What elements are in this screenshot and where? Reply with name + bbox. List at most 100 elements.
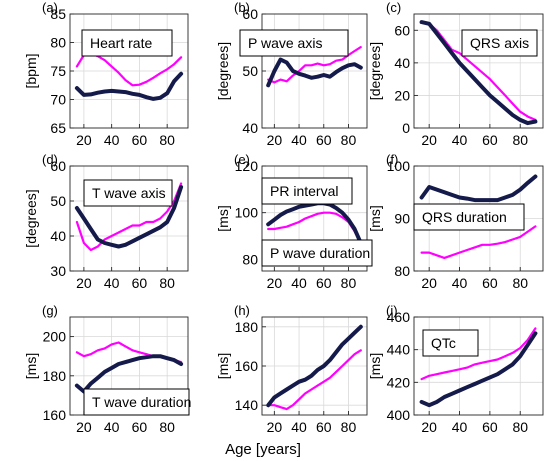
y-tick-label: 80 <box>242 251 258 267</box>
x-tick-label: 60 <box>482 419 498 435</box>
x-tick-label: 40 <box>291 419 307 435</box>
x-tick-label: 80 <box>512 275 528 291</box>
y-axis-label: [ms] <box>367 353 383 379</box>
series-line-dark <box>419 331 538 408</box>
y-tick-label: 440 <box>387 342 411 358</box>
x-tick-label: 80 <box>341 275 357 291</box>
x-tick-label: 80 <box>512 132 528 148</box>
series-line-dark <box>266 324 363 408</box>
y-tick-label: 80 <box>50 35 66 51</box>
annotation-box <box>261 239 373 267</box>
y-tick-label: 140 <box>235 397 259 413</box>
x-tick-label: 80 <box>159 132 175 148</box>
y-axis-label: [bpm] <box>23 53 39 88</box>
y-axis-label: [degrees] <box>215 42 231 100</box>
x-tick-label: 40 <box>104 275 120 291</box>
annotation-box <box>422 329 479 357</box>
y-tick-label: 420 <box>387 374 411 390</box>
y-tick-label: 100 <box>387 158 411 174</box>
y-axis-label: [ms] <box>23 353 39 379</box>
chart-panel: 20 40 60 80 80 100 120 [ms] (e) P wave duration <box>215 152 373 291</box>
series-line-dark <box>74 185 184 249</box>
axes-frame <box>413 316 544 416</box>
x-tick-label: 20 <box>421 132 437 148</box>
x-tick-label: 60 <box>132 419 148 435</box>
series-line-dark <box>74 354 184 394</box>
panel-label: (f) <box>386 152 398 167</box>
y-axis-label: [degrees] <box>367 42 383 100</box>
series-line-magenta <box>420 327 537 381</box>
x-tick-label: 40 <box>291 132 307 148</box>
x-tick-label: 20 <box>76 132 92 148</box>
panel-label: (i) <box>386 303 398 318</box>
y-tick-label: 0 <box>402 120 410 136</box>
chart-panel: 20 40 60 80 0 20 40 60 [degrees] (c) QRS axis <box>367 0 544 148</box>
y-tick-label: 60 <box>242 6 258 22</box>
annotation-label: QRS axis <box>470 35 529 51</box>
y-tick-label: 85 <box>50 6 66 22</box>
x-tick-label: 20 <box>421 419 437 435</box>
y-tick-label: 30 <box>50 263 66 279</box>
annotation-label: T wave duration <box>92 394 191 410</box>
y-tick-label: 40 <box>394 55 410 71</box>
chart-panel: 20 40 60 80 140 160 180 [ms] (h) PR interval <box>215 177 368 435</box>
x-tick-label: 40 <box>104 132 120 148</box>
panel-label: (c) <box>386 0 401 15</box>
y-axis-label: [ms] <box>215 205 231 231</box>
chart-panel: 20 40 60 80 160 180 200[ms] (g) T wave duration <box>23 303 191 435</box>
annotation-label: P wave duration <box>270 245 370 261</box>
y-tick-label: 20 <box>394 87 410 103</box>
panel-label: (b) <box>234 0 250 15</box>
annotation-box <box>261 177 353 205</box>
y-tick-label: 180 <box>235 319 259 335</box>
x-tick-label: 60 <box>482 275 498 291</box>
annotation-box <box>83 388 190 416</box>
x-tick-label: 40 <box>452 419 468 435</box>
y-tick-label: 400 <box>387 407 411 423</box>
chart-panel: 20 40 60 80 40 50 60 [degrees] (b) P wave axis <box>215 0 368 148</box>
annotation-box <box>413 203 525 231</box>
annotation-label: Heart rate <box>90 35 152 51</box>
annotation-label: T wave axis <box>92 185 166 201</box>
chart-panel: 20 40 60 80 80 90 100 [ms] (f) QRS duration <box>367 152 544 291</box>
y-tick-label: 40 <box>50 228 66 244</box>
y-tick-label: 50 <box>50 193 66 209</box>
y-tick-label: 460 <box>387 309 411 325</box>
y-tick-label: 100 <box>235 205 259 221</box>
panel-label: (a) <box>42 0 58 15</box>
series-line-dark <box>419 174 538 203</box>
x-tick-label: 20 <box>76 275 92 291</box>
y-axis-label: [ms] <box>215 353 231 379</box>
x-tick-label: 80 <box>512 419 528 435</box>
panel-label: (e) <box>234 152 250 167</box>
y-tick-label: 80 <box>394 263 410 279</box>
y-tick-label: 70 <box>50 92 66 108</box>
x-tick-label: 60 <box>316 132 332 148</box>
x-tick-label: 40 <box>452 132 468 148</box>
annotation-box <box>81 29 173 57</box>
panel-label: (h) <box>234 303 250 318</box>
x-tick-label: 80 <box>341 132 357 148</box>
series-line-dark <box>419 20 538 126</box>
axes-frame <box>261 165 368 272</box>
x-tick-label: 60 <box>132 132 148 148</box>
annotation-box <box>83 179 173 207</box>
panel-label: (g) <box>42 303 58 318</box>
x-axis-label: Age [years] <box>225 441 301 458</box>
annotation-box <box>461 29 538 57</box>
axes-frame <box>413 13 544 129</box>
y-tick-label: 60 <box>394 22 410 38</box>
y-tick-label: 90 <box>394 211 410 227</box>
panel-label: (d) <box>42 152 58 167</box>
y-tick-label: 120 <box>235 158 259 174</box>
x-tick-label: 60 <box>316 419 332 435</box>
x-tick-label: 80 <box>159 275 175 291</box>
y-tick-label: 50 <box>242 63 258 79</box>
x-tick-label: 80 <box>341 419 357 435</box>
series-line-magenta <box>267 45 362 84</box>
chart-panel: 20 40 60 80 400 420 440 460 [ms] (i) QTc <box>367 303 544 435</box>
series-line-dark <box>74 71 184 101</box>
annotation-box <box>239 29 349 57</box>
x-tick-label: 60 <box>132 275 148 291</box>
